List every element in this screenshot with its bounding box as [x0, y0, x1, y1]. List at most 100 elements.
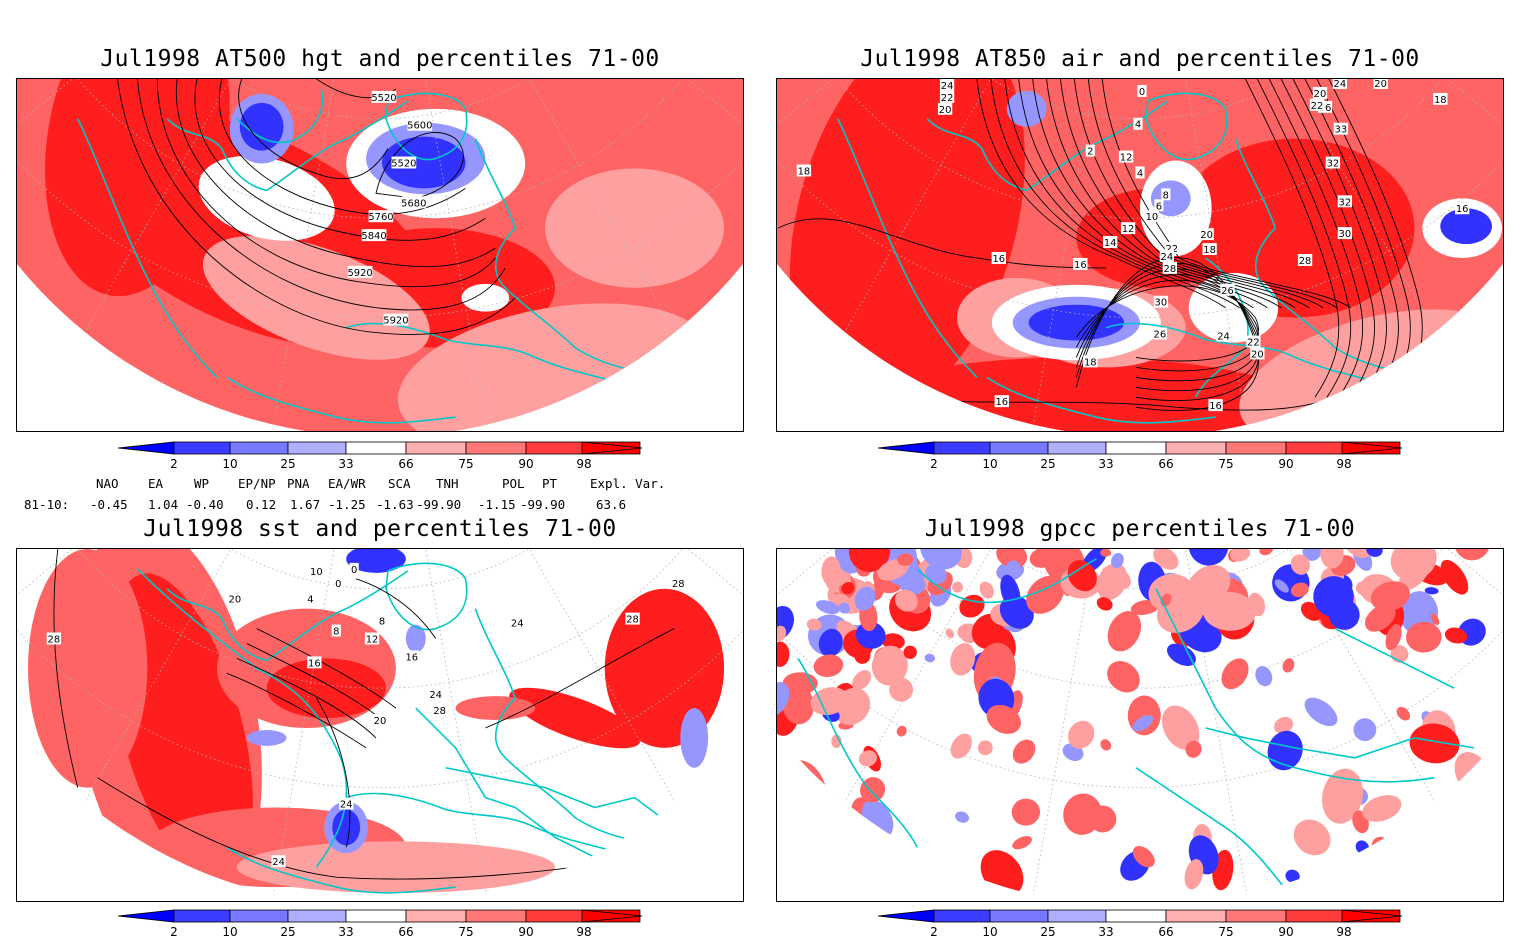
contour-label: 5520 [371, 93, 396, 104]
contour-label-bg [401, 196, 427, 209]
coastline [1334, 627, 1455, 689]
contour-line [1032, 79, 1282, 309]
contour-label-bg [625, 612, 640, 625]
precip-anomaly-cell [1406, 621, 1442, 653]
contour-label-bg [1333, 122, 1349, 135]
index-header: EA/WR [328, 476, 366, 491]
colorbar-tick-label: 75 [1218, 925, 1233, 939]
contour-label: 10 [310, 567, 323, 578]
contour-label: 28 [1299, 256, 1312, 267]
precip-anomaly-cell [1012, 739, 1036, 764]
precip-anomaly-cell [1011, 798, 1041, 826]
map-air850: 2422200421248610121416161820222428263026… [777, 79, 1503, 431]
precip-anomaly-cell [979, 581, 994, 599]
precip-anomaly-cell [860, 777, 886, 803]
contour-label: 14 [1104, 238, 1117, 249]
precip-anomaly-cell [1320, 549, 1344, 569]
map-content [17, 549, 743, 901]
contour-label: 24 [1161, 252, 1174, 263]
precip-anomaly-cell [871, 645, 908, 686]
colorbar-segment [989, 441, 1049, 455]
colorbar-segment [287, 441, 347, 455]
contour-label-bg [1135, 166, 1145, 179]
colorbar-tick-label: 33 [338, 925, 353, 939]
colorbar-tick-label: 90 [518, 925, 533, 939]
contour-label-bg [309, 564, 324, 577]
precip-anomaly-cell [1187, 565, 1231, 605]
contour-label: 20 [1314, 89, 1327, 100]
coastline [986, 376, 1216, 424]
contour-label-bg [1137, 84, 1147, 97]
coastline [916, 558, 1097, 604]
colorbar-tick-label: 66 [1158, 925, 1173, 939]
colorbar-segment [1047, 441, 1107, 455]
contour-label-bg [939, 79, 955, 91]
contour-label-bg [1312, 86, 1328, 99]
precip-anomaly-cell [1185, 740, 1202, 758]
contour-label-bg [432, 704, 447, 717]
precip-anomaly-cell [1161, 705, 1200, 750]
precip-anomaly-cell [1364, 603, 1396, 632]
contour-label-bg [347, 265, 373, 278]
precip-anomaly-cell [1132, 846, 1155, 868]
contour-line [1245, 79, 1340, 398]
coastline [345, 792, 635, 859]
contour-label-bg [1199, 228, 1214, 241]
colorbar-tick-label: 90 [1278, 457, 1293, 471]
anomaly-region [28, 549, 148, 788]
map-content [777, 79, 1503, 431]
contour-label-bg [1246, 335, 1261, 348]
precip-anomaly-cell [841, 581, 855, 595]
contour-label: 5840 [361, 231, 386, 242]
colorbar-segment [465, 441, 527, 455]
contour-label-bg [377, 614, 387, 627]
index-value: 0.12 [246, 497, 277, 512]
colorbar-segment [1105, 441, 1167, 455]
index-header: EP/NP [238, 476, 276, 491]
contour-label: 16 [405, 652, 418, 663]
precip-anomaly-cell [1230, 549, 1251, 562]
contour-label: 18 [1203, 245, 1216, 256]
contour-line [485, 628, 675, 729]
colorbar-segment [1225, 909, 1287, 923]
precip-anomaly-cell [815, 600, 840, 615]
contour-label: 8 [333, 627, 339, 638]
contour-label: 5920 [347, 268, 372, 279]
contour-label: 16 [992, 254, 1005, 265]
precip-anomaly-cell [903, 645, 917, 659]
index-row-label: 81-10: [24, 497, 70, 512]
precip-anomaly-cell [1440, 559, 1469, 595]
contour-label-bg [671, 576, 686, 589]
precip-anomaly-cell [1068, 720, 1095, 749]
contour-label-bg [1083, 355, 1098, 368]
precip-anomaly-cell [1282, 658, 1295, 673]
panel-title-sst: Jul1998 sst and percentiles 71-00 [143, 516, 617, 542]
precip-anomaly-cell [959, 594, 985, 618]
contour-label-bg [1159, 250, 1175, 262]
contour-label-bg [368, 210, 394, 223]
precip-anomaly-cell [1444, 627, 1468, 644]
colorbar-arrow-low [117, 441, 175, 455]
contour-label-bg [1455, 202, 1470, 215]
precip-anomaly-cell [852, 670, 872, 690]
precip-anomaly-cell [986, 704, 1021, 734]
precip-anomaly-cell [1107, 661, 1140, 693]
precip-anomaly-cell [1188, 549, 1229, 566]
coastline [1155, 588, 1435, 783]
contour-label: 5920 [383, 316, 408, 327]
coastline [226, 376, 456, 424]
coastline [77, 118, 218, 378]
colorbar-segment [989, 909, 1049, 923]
contour-line [1280, 79, 1376, 398]
anomaly-region [45, 79, 230, 297]
precip-anomaly-cell [1385, 624, 1402, 651]
map-panel-gpcc [776, 548, 1504, 902]
precip-anomaly-cell [1454, 549, 1491, 561]
colorbar-arrow-low [877, 909, 935, 923]
precip-anomaly-cell [1399, 556, 1431, 590]
precip-anomaly-cell [1259, 549, 1274, 556]
map-panel-hgt500: 5520 5600 5520 5680 5760 5840 5920 5920 [16, 78, 744, 432]
colorbar-segment [1105, 909, 1167, 923]
precip-anomaly-cell [1184, 859, 1204, 890]
precip-anomaly-cell [1366, 549, 1383, 557]
